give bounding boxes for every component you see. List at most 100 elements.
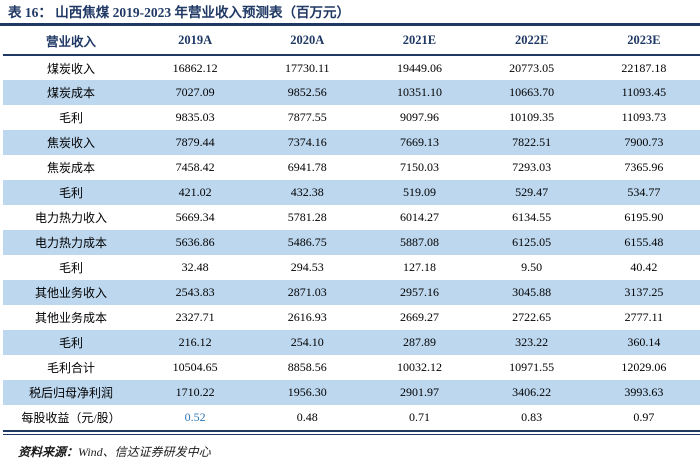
cell-value: 32.48 (181, 260, 209, 274)
row-label: 其他业务收入 (34, 286, 107, 300)
table-bottom-rule-thick (3, 430, 700, 432)
page-title: 表 16： 山西焦煤 2019-2023 年营业收入预测表（百万元） (8, 5, 350, 20)
cell-value: 432.38 (290, 185, 324, 199)
cell-value: 6195.90 (624, 210, 664, 224)
source-text: Wind、信达证券研发中心 (78, 445, 211, 459)
cell-value: 5636.86 (175, 235, 215, 249)
cell-value: 519.09 (402, 185, 436, 199)
cell-value: 3406.22 (512, 385, 552, 399)
cell-value: 2327.71 (175, 310, 215, 324)
row-label: 焦炭收入 (46, 136, 95, 150)
cell-value: 1956.30 (287, 385, 327, 399)
table-row: 毛利合计 10504.65 8858.56 10032.12 10971.55 … (3, 355, 700, 380)
cell-value: 1710.22 (175, 385, 215, 399)
row-label: 税后归母净利润 (28, 386, 113, 400)
cell-value: 20773.05 (509, 60, 555, 75)
row-label: 煤炭收入 (46, 61, 95, 76)
cell-value: 10109.35 (509, 110, 555, 124)
cell-value: 294.53 (290, 260, 324, 274)
cell-value: 7458.42 (175, 160, 215, 174)
cell-value: 9097.96 (399, 110, 439, 124)
row-label: 毛利 (58, 336, 83, 350)
cell-value: 2669.27 (399, 310, 439, 324)
cell-value: 421.02 (178, 185, 212, 199)
cell-value: 9.50 (521, 260, 543, 274)
cell-value: 11093.45 (621, 85, 667, 99)
table-row: 煤炭成本 7027.09 9852.56 10351.10 10663.70 1… (3, 80, 700, 105)
cell-value: 7150.03 (399, 160, 439, 174)
cell-value: 2901.97 (399, 385, 439, 399)
cell-value: 8858.56 (287, 360, 327, 374)
cell-value: 3137.25 (624, 285, 664, 299)
column-header: 2022E (475, 26, 588, 56)
table-row: 煤炭收入 16862.12 17730.11 19449.06 20773.05… (3, 55, 700, 80)
table-body: 煤炭收入 16862.12 17730.11 19449.06 20773.05… (3, 55, 700, 430)
row-label: 毛利 (58, 261, 83, 275)
cell-value: 360.14 (627, 335, 661, 349)
row-label: 电力热力成本 (34, 236, 107, 250)
cell-value: 40.42 (630, 260, 658, 274)
table-row: 焦炭收入 7879.44 7374.16 7669.13 7822.51 790… (3, 130, 700, 155)
column-header: 营业收入 (3, 26, 139, 56)
cell-value: 7822.51 (512, 135, 552, 149)
cell-value: 323.22 (515, 335, 549, 349)
cell-value: 3045.88 (512, 285, 552, 299)
column-header: 2020A (251, 26, 364, 56)
cell-value: 2957.16 (399, 285, 439, 299)
source-label: 资料来源： (18, 445, 79, 459)
cell-value: 2616.93 (287, 310, 327, 324)
column-header: 2019A (139, 26, 252, 56)
cell-value: 6125.05 (512, 235, 552, 249)
cell-value: 6155.48 (624, 235, 664, 249)
table-bottom-rule-thin (3, 434, 700, 435)
cell-value: 9852.56 (287, 85, 327, 99)
cell-value: 0.71 (408, 410, 430, 424)
cell-value: 287.89 (402, 335, 436, 349)
cell-value: 6014.27 (399, 210, 439, 224)
row-label: 毛利 (58, 111, 83, 125)
cell-value-eps-highlight: 0.52 (184, 410, 206, 424)
table-row: 每股收益（元/股） 0.52 0.48 0.71 0.83 0.97 (3, 405, 700, 430)
table-row: 毛利 32.48 294.53 127.18 9.50 40.42 (3, 255, 700, 280)
cell-value: 7669.13 (399, 135, 439, 149)
cell-value: 10663.70 (509, 85, 555, 99)
cell-value: 0.97 (633, 410, 655, 424)
row-label: 毛利 (58, 186, 83, 200)
table-row: 毛利 421.02 432.38 519.09 529.47 534.77 (3, 180, 700, 205)
cell-value: 534.77 (627, 185, 661, 199)
column-header: 2021E (363, 26, 476, 56)
cell-value: 10971.55 (509, 360, 555, 374)
row-label: 煤炭成本 (46, 86, 95, 100)
cell-value: 2722.65 (512, 310, 552, 324)
row-label: 其他业务成本 (34, 311, 107, 325)
row-label: 电力热力收入 (34, 211, 107, 225)
cell-value: 2777.11 (624, 310, 664, 324)
table-row: 其他业务收入 2543.83 2871.03 2957.16 3045.88 3… (3, 280, 700, 305)
row-label: 每股收益（元/股） (21, 411, 121, 425)
cell-value: 2543.83 (175, 285, 215, 299)
row-label: 焦炭成本 (46, 161, 95, 175)
cell-value: 7027.09 (175, 85, 215, 99)
cell-value: 3993.63 (624, 385, 664, 399)
cell-value: 10032.12 (396, 360, 442, 374)
cell-value: 19449.06 (396, 60, 442, 75)
table-row: 其他业务成本 2327.71 2616.93 2669.27 2722.65 2… (3, 305, 700, 330)
cell-value: 529.47 (515, 185, 549, 199)
cell-value: 7293.03 (512, 160, 552, 174)
table-row: 电力热力成本 5636.86 5486.75 5887.08 6125.05 6… (3, 230, 700, 255)
cell-value: 5887.08 (399, 235, 439, 249)
cell-value: 7374.16 (287, 135, 327, 149)
cell-value: 10504.65 (172, 360, 218, 374)
cell-value: 0.83 (521, 410, 543, 424)
column-header: 2023E (587, 26, 700, 56)
source-note: 资料来源：Wind、信达证券研发中心 (18, 443, 700, 460)
cell-value: 22187.18 (621, 60, 667, 75)
cell-value: 5486.75 (287, 235, 327, 249)
cell-value: 11093.73 (621, 110, 667, 124)
table-row: 毛利 9835.03 7877.55 9097.96 10109.35 1109… (3, 105, 700, 130)
revenue-forecast-table-wrap: 营业收入 2019A 2020A 2021E 2022E 2023E 煤炭收入 … (3, 26, 700, 435)
cell-value: 254.10 (290, 335, 324, 349)
cell-value: 16862.12 (172, 60, 218, 75)
cell-value: 6134.55 (512, 210, 552, 224)
